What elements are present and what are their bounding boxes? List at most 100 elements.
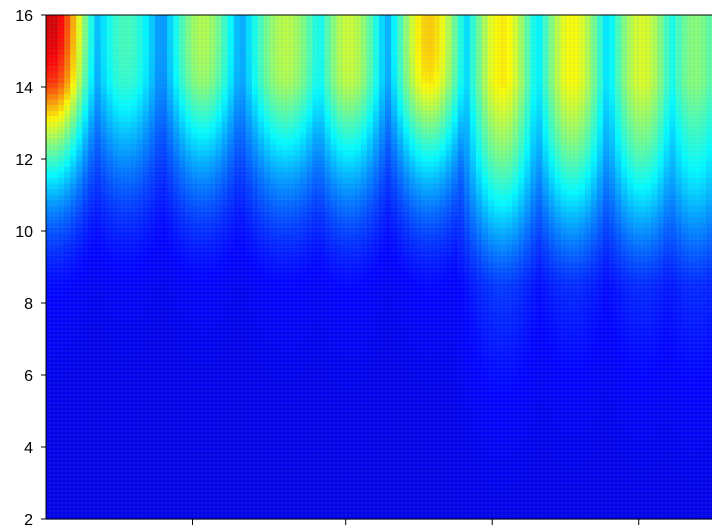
heatmap-cell [179,457,186,464]
heatmap-cell [282,334,289,341]
heatmap-cell [324,395,332,402]
heatmap-cell [379,457,386,464]
heatmap-cell [324,160,332,167]
heatmap-cell [342,65,350,72]
heatmap-cell [354,362,362,369]
heatmap-cell [118,407,126,414]
heatmap-cell [185,339,192,346]
heatmap-cell [233,143,241,150]
heatmap-cell [197,272,205,279]
heatmap-cell [185,155,192,162]
heatmap-cell [300,513,307,520]
heatmap-cell [239,104,247,111]
heatmap-cell [112,31,120,38]
heatmap-cell [88,502,96,509]
heatmap-cell [58,93,65,100]
heatmap-cell [379,429,386,436]
heatmap-cell [294,43,301,50]
heatmap-cell [239,255,247,262]
heatmap-cell [263,373,271,380]
heatmap-cell [173,463,180,470]
heatmap-cell [348,289,356,296]
heatmap-cell [94,37,102,44]
heatmap-cell [306,496,313,503]
heatmap-cell [197,149,205,156]
heatmap-cell [221,362,229,369]
heatmap-cell [142,160,150,167]
heatmap-cell [70,379,77,386]
heatmap-cell [300,289,307,296]
heatmap-cell [233,216,241,223]
heatmap-cell [142,37,150,44]
heatmap-cell [118,367,126,374]
heatmap-cell [124,250,132,257]
heatmap-cell [130,177,138,184]
heatmap-cell [185,26,192,33]
heatmap-cell [312,104,320,111]
heatmap-cell [148,211,156,218]
heatmap-cell [288,485,295,492]
heatmap-cell [312,48,320,55]
heatmap-cell [366,334,374,341]
heatmap-cell [251,65,259,72]
heatmap-cell [197,188,205,195]
heatmap-cell [130,362,138,369]
heatmap-cell [94,345,102,352]
heatmap-cell [342,199,350,206]
heatmap-cell [294,127,301,134]
heatmap-cell [52,339,59,346]
heatmap-cell [64,31,71,38]
heatmap-cell [191,127,198,134]
heatmap-cell [82,323,89,330]
heatmap-cell [136,367,144,374]
heatmap-cell [239,306,247,313]
heatmap-cell [148,255,156,262]
heatmap-cell [167,272,174,279]
heatmap-cell [76,491,83,498]
heatmap-cell [257,160,265,167]
heatmap-cell [233,261,241,268]
heatmap-cell [348,171,356,178]
heatmap-cell [185,216,192,223]
heatmap-cell [130,222,138,229]
heatmap-cell [215,283,223,290]
heatmap-cell [185,423,192,430]
heatmap-cell [191,104,198,111]
heatmap-cell [191,26,198,33]
heatmap-cell [282,496,289,503]
heatmap-cell [179,233,186,240]
heatmap-cell [282,82,289,89]
heatmap-cell [366,507,374,514]
heatmap-cell [306,345,313,352]
heatmap-cell [142,171,150,178]
heatmap-cell [58,362,65,369]
heatmap-cell [354,93,362,100]
heatmap-cell [167,54,174,61]
heatmap-cell [112,37,120,44]
heatmap-cell [276,59,283,66]
heatmap-cell [173,59,180,66]
heatmap-cell [294,171,301,178]
heatmap-cell [58,423,65,430]
heatmap-cell [167,311,174,318]
heatmap-cell [82,289,89,296]
heatmap-cell [58,54,65,61]
heatmap-cell [88,199,96,206]
heatmap-cell [142,306,150,313]
heatmap-cell [294,54,301,61]
heatmap-cell [360,233,368,240]
heatmap-cell [179,48,186,55]
heatmap-cell [233,317,241,324]
heatmap-cell [288,205,295,212]
heatmap-cell [306,20,313,27]
heatmap-cell [167,418,174,425]
heatmap-cell [82,362,89,369]
heatmap-cell [197,31,205,38]
heatmap-cell [136,491,144,498]
heatmap-cell [300,233,307,240]
heatmap-cell [348,272,356,279]
heatmap-cell [294,401,301,408]
heatmap-cell [118,267,126,274]
heatmap-cell [324,412,332,419]
heatmap-cell [245,54,253,61]
